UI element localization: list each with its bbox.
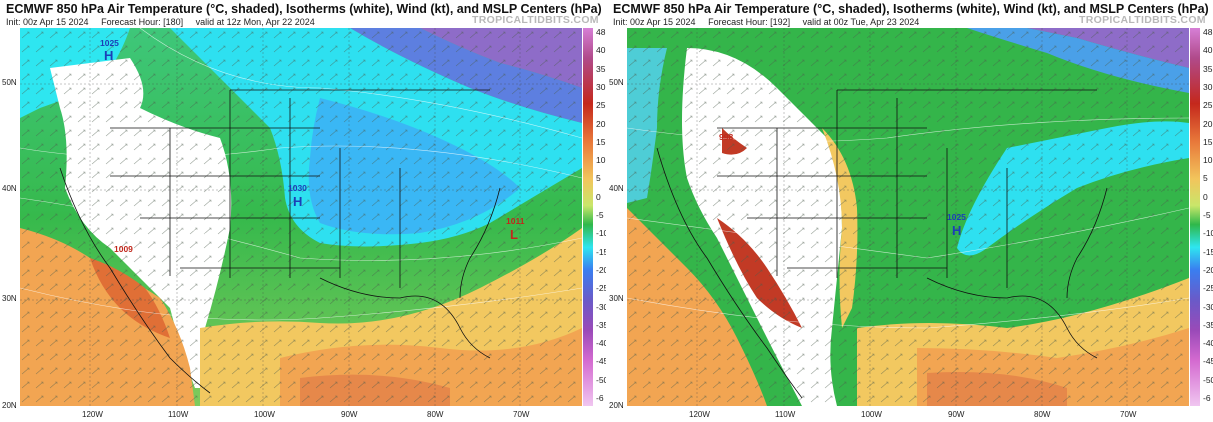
forecast-hour: Forecast Hour: [180] — [101, 17, 184, 27]
longitude-label: 110W — [775, 410, 796, 419]
colorbar-tick-label: 40 — [596, 45, 606, 56]
pressure-center-value: 998 — [719, 132, 733, 142]
high-pressure-letter: H — [952, 223, 961, 238]
latitude-label: 30N — [2, 294, 17, 303]
colorbar-tick-label: -30 — [1203, 301, 1213, 312]
colorbar-tick-label: 25 — [1203, 100, 1213, 111]
map-subtitle: Init: 00z Apr 15 2024 Forecast Hour: [19… — [613, 17, 929, 27]
longitude-label: 110W — [168, 410, 189, 419]
colorbar-tick-label: -40 — [1203, 338, 1213, 349]
longitude-label: 90W — [948, 410, 965, 419]
colorbar-tick-label: 20 — [596, 118, 606, 129]
colorbar-tick-label: -5 — [1203, 210, 1211, 220]
pressure-center-value: 1025 — [100, 38, 119, 48]
colorbar-tick-label: -15 — [596, 246, 606, 257]
pressure-center-value: 1011 — [506, 216, 525, 226]
colorbar-tick-label: -10 — [1203, 228, 1213, 239]
colorbar-tick-label: -6 — [1203, 393, 1211, 403]
high-pressure-letter: H — [104, 48, 113, 63]
temperature-colorbar — [583, 28, 593, 406]
colorbar-tick-label: 25 — [596, 100, 606, 111]
temperature-colorbar — [1190, 28, 1200, 406]
temperature-map: 1025 H 1030 H 1009 1011 L — [20, 28, 582, 406]
map-title: ECMWF 850 hPa Air Temperature (°C, shade… — [6, 2, 602, 16]
pressure-center-value: 1030 — [288, 183, 307, 193]
longitude-label: 120W — [689, 410, 710, 419]
low-pressure-letter: L — [510, 227, 518, 242]
latitude-label: 40N — [609, 184, 624, 193]
colorbar-tick-label: -50 — [1203, 374, 1213, 385]
map-title: ECMWF 850 hPa Air Temperature (°C, shade… — [613, 2, 1209, 16]
colorbar-tick-label: -35 — [1203, 319, 1213, 330]
pressure-center-value: 1009 — [114, 244, 133, 254]
latitude-label: 30N — [609, 294, 624, 303]
colorbar-tick-label: 35 — [1203, 63, 1213, 74]
colorbar-tick-label: 30 — [596, 81, 606, 92]
colorbar-tick-label: -40 — [596, 338, 606, 349]
latitude-label: 50N — [609, 78, 624, 87]
left-map-panel: ECMWF 850 hPa Air Temperature (°C, shade… — [0, 0, 606, 422]
colorbar-tick-label: 15 — [1203, 136, 1213, 147]
latitude-label: 20N — [2, 401, 17, 410]
longitude-label: 70W — [513, 410, 530, 419]
map-subtitle: Init: 00z Apr 15 2024 Forecast Hour: [18… — [6, 17, 325, 27]
init-time: Init: 00z Apr 15 2024 — [613, 17, 696, 27]
colorbar-tick-label: 0 — [596, 191, 601, 202]
colorbar-tick-label: -30 — [596, 301, 606, 312]
colorbar-tick-label: -50 — [596, 374, 606, 385]
pressure-center-value: 1025 — [947, 212, 966, 222]
colorbar-tick-label: 15 — [596, 136, 606, 147]
colorbar-tick-label: 20 — [1203, 118, 1213, 129]
colorbar-tick-label: 5 — [1203, 173, 1208, 184]
colorbar-tick-label: -25 — [1203, 283, 1213, 294]
right-map-panel: ECMWF 850 hPa Air Temperature (°C, shade… — [607, 0, 1213, 422]
latitude-label: 50N — [2, 78, 17, 87]
valid-time: valid at 00z Tue, Apr 23 2024 — [802, 17, 920, 27]
valid-time: valid at 12z Mon, Apr 22 2024 — [195, 17, 315, 27]
colorbar-tick-label: 10 — [1203, 155, 1213, 166]
high-pressure-letter: H — [293, 194, 302, 209]
colorbar-tick-label: 40 — [1203, 45, 1213, 56]
longitude-label: 80W — [427, 410, 444, 419]
latitude-label: 20N — [609, 401, 624, 410]
colorbar-tick-label: -6 — [596, 393, 604, 403]
colorbar-tick-label: -35 — [596, 319, 606, 330]
brand-watermark: TROPICALTIDBITS.COM — [472, 14, 599, 26]
colorbar-tick-label: -10 — [596, 228, 606, 239]
longitude-label: 80W — [1034, 410, 1051, 419]
colorbar-tick-label: 48 — [1203, 27, 1213, 37]
colorbar-tick-label: -5 — [596, 210, 604, 220]
longitude-label: 100W — [254, 410, 275, 419]
colorbar-tick-label: 10 — [596, 155, 606, 166]
brand-watermark: TROPICALTIDBITS.COM — [1079, 14, 1206, 26]
colorbar-tick-label: -20 — [596, 264, 606, 275]
colorbar-tick-label: 30 — [1203, 81, 1213, 92]
colorbar-tick-label: -20 — [1203, 264, 1213, 275]
init-time: Init: 00z Apr 15 2024 — [6, 17, 89, 27]
forecast-hour: Forecast Hour: [192] — [708, 17, 791, 27]
longitude-label: 90W — [341, 410, 358, 419]
temperature-map: 998 1025 H — [627, 28, 1189, 406]
colorbar-tick-label: -45 — [1203, 356, 1213, 367]
colorbar-tick-label: -45 — [596, 356, 606, 367]
colorbar-tick-label: 0 — [1203, 191, 1208, 202]
longitude-label: 120W — [82, 410, 103, 419]
colorbar-tick-label: 35 — [596, 63, 606, 74]
colorbar-tick-label: 5 — [596, 173, 601, 184]
longitude-label: 100W — [861, 410, 882, 419]
colorbar-tick-label: -25 — [596, 283, 606, 294]
latitude-label: 40N — [2, 184, 17, 193]
colorbar-tick-label: -15 — [1203, 246, 1213, 257]
colorbar-tick-label: 48 — [596, 27, 606, 37]
longitude-label: 70W — [1120, 410, 1137, 419]
